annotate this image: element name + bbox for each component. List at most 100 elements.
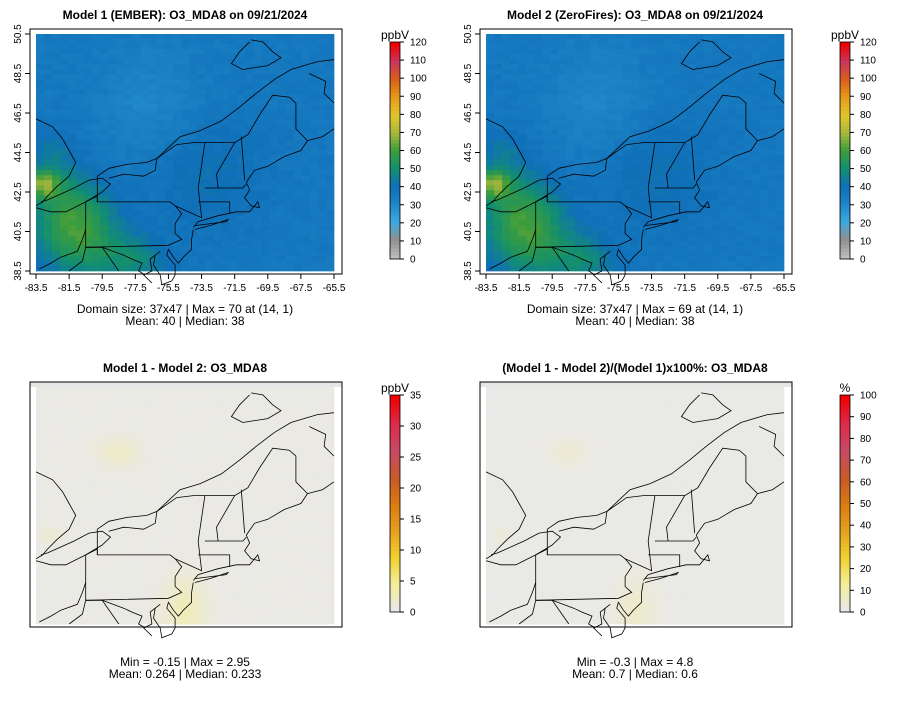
- field-cell: [534, 49, 543, 55]
- colorbar-segment: [390, 125, 400, 130]
- field-cell: [743, 185, 753, 191]
- field-cell: [518, 44, 527, 50]
- field-cell: [614, 220, 624, 226]
- field-cell: [245, 210, 254, 216]
- field-cell: [84, 563, 93, 569]
- field-cell: [52, 175, 61, 181]
- field-cell: [205, 165, 214, 171]
- field-cell: [197, 578, 206, 585]
- y-tick-label: 42.5: [463, 182, 474, 202]
- field-cell: [108, 59, 117, 65]
- field-cell: [164, 59, 174, 65]
- field-cell: [197, 583, 206, 590]
- field-cell: [703, 34, 712, 40]
- field-cell: [269, 180, 278, 186]
- field-cell: [60, 104, 69, 110]
- field-cell: [269, 245, 278, 252]
- field-cell: [205, 180, 214, 186]
- field-cell: [140, 205, 150, 211]
- field-cell: [148, 402, 158, 408]
- field-cell: [647, 180, 656, 186]
- field-cell: [229, 160, 238, 166]
- field-cell: [140, 533, 150, 539]
- field-cell: [164, 250, 174, 257]
- chart-title: Model 1 (EMBER): O3_MDA8 on 09/21/2024: [62, 8, 308, 22]
- field-cell: [671, 129, 680, 136]
- field-cell: [197, 402, 206, 408]
- field-cell: [76, 104, 85, 110]
- field-cell: [317, 94, 327, 100]
- field-cell: [213, 603, 222, 610]
- field-cell: [44, 573, 53, 579]
- field-cell: [558, 265, 567, 272]
- colorbar-segment: [840, 211, 850, 216]
- field-cell: [116, 502, 125, 509]
- field-cell: [221, 578, 230, 585]
- field-cell: [108, 462, 117, 469]
- field-cell: [639, 84, 648, 90]
- field-cell: [180, 558, 190, 564]
- field-cell: [100, 69, 109, 75]
- field-cell: [719, 210, 728, 216]
- field-cell: [44, 578, 53, 585]
- field-cell: [164, 69, 174, 75]
- field-cell: [92, 195, 101, 201]
- field-cell: [679, 250, 688, 257]
- field-cell: [148, 422, 158, 428]
- field-cell: [558, 195, 567, 201]
- field-cell: [502, 114, 511, 121]
- field-cell: [711, 44, 720, 50]
- field-cell: [582, 69, 592, 75]
- field-cell: [727, 230, 737, 237]
- field-cell: [156, 563, 166, 569]
- field-cell: [719, 99, 728, 105]
- field-cell: [52, 472, 61, 479]
- field-cell: [100, 432, 109, 438]
- field-cell: [108, 185, 117, 191]
- field-cell: [606, 265, 616, 272]
- field-cell: [36, 255, 45, 262]
- field-cell: [510, 114, 519, 121]
- field-cell: [172, 397, 182, 403]
- colorbar-segment: [840, 99, 850, 104]
- field-cell: [76, 508, 85, 514]
- field-cell: [751, 240, 761, 247]
- field-cell: [116, 578, 125, 585]
- field-cell: [727, 185, 737, 191]
- field-cell: [293, 155, 303, 161]
- field-cell: [36, 568, 45, 574]
- field-cell: [309, 240, 319, 247]
- field-cell: [574, 109, 583, 116]
- field-cell: [277, 44, 287, 50]
- field-cell: [510, 69, 519, 75]
- field-cell: [84, 89, 93, 95]
- field-cell: [253, 200, 262, 206]
- field-cell: [655, 34, 664, 40]
- field-cell: [92, 588, 101, 595]
- field-cell: [590, 129, 600, 136]
- field-cell: [148, 59, 158, 65]
- field-cell: [60, 84, 69, 90]
- field-cell: [140, 508, 150, 514]
- field-cell: [84, 613, 93, 620]
- field-cell: [566, 235, 575, 242]
- field-cell: [172, 114, 182, 121]
- field-cell: [92, 538, 101, 544]
- field-cell: [124, 200, 133, 206]
- field-cell: [132, 200, 142, 206]
- field-cell: [639, 220, 648, 226]
- field-cell: [647, 49, 656, 55]
- field-cell: [663, 155, 672, 161]
- field-cell: [719, 200, 728, 206]
- field-cell: [205, 513, 214, 519]
- field-cell: [245, 49, 254, 55]
- field-cell: [325, 34, 335, 40]
- field-cell: [687, 195, 696, 201]
- field-cell: [269, 255, 278, 262]
- field-cell: [606, 175, 616, 181]
- field-cell: [84, 54, 93, 60]
- field-cell: [325, 225, 335, 232]
- field-cell: [116, 477, 125, 484]
- field-cell: [510, 215, 519, 221]
- field-cell: [510, 190, 519, 196]
